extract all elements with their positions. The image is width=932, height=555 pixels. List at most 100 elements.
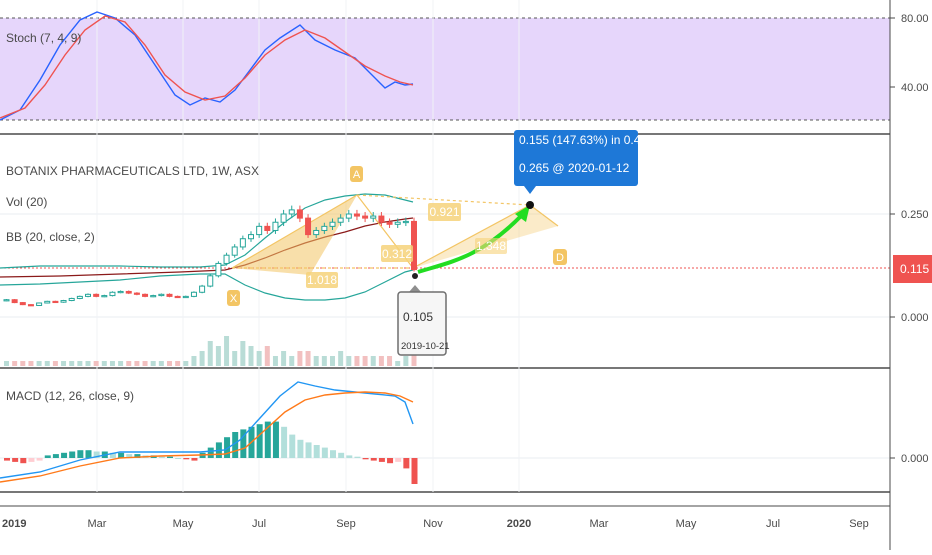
candle-body xyxy=(353,213,360,217)
stoch-legend: Stoch (7, 4, 9) xyxy=(6,31,81,45)
candle-body xyxy=(362,215,369,219)
stoch-axis-40: 40.00 xyxy=(901,82,929,94)
pattern-point-a: A xyxy=(350,166,363,182)
candle-body xyxy=(402,220,409,224)
volume-bar xyxy=(248,346,254,366)
pattern-point-d-label: D xyxy=(556,252,564,264)
macd-hist-bar xyxy=(191,458,198,461)
volume-bar xyxy=(256,351,262,366)
volume-bar xyxy=(330,356,335,366)
bb-legend: BB (20, close, 2) xyxy=(6,230,95,244)
candle-body xyxy=(117,290,124,294)
volume-bar xyxy=(77,361,83,366)
macd-hist-bar xyxy=(387,458,394,464)
volume-bar xyxy=(297,351,303,366)
candle-body xyxy=(158,293,165,297)
macd-hist-bar xyxy=(4,458,10,461)
candle-body xyxy=(305,217,312,236)
volume-bar xyxy=(134,361,140,366)
macd-hist-bar xyxy=(183,458,190,460)
macd-hist-bar xyxy=(44,455,51,458)
volume-bar xyxy=(158,361,164,366)
macd-hist-bar xyxy=(346,455,353,458)
ratio-bd-label: 1.348 xyxy=(476,239,506,253)
volume-bar xyxy=(199,351,205,366)
macd-hist-bar xyxy=(297,439,304,458)
candle-body xyxy=(223,254,230,264)
macd-hist-bar xyxy=(403,458,410,469)
volume-bar xyxy=(313,356,319,366)
volume-bar xyxy=(28,361,34,366)
macd-hist-bar xyxy=(20,458,27,464)
stoch-axis-80: 80.00 xyxy=(901,13,929,25)
volume-bar xyxy=(44,361,50,366)
target-callout-box xyxy=(514,130,638,186)
target-callout-line2: 0.265 @ 2020-01-12 xyxy=(519,161,630,175)
stoch-band-fill xyxy=(0,18,890,120)
macd-hist-bar xyxy=(305,442,312,458)
stoch-k-line xyxy=(0,11,414,121)
time-tick-jul-2019: Jul xyxy=(252,518,266,530)
low-callout-box xyxy=(397,291,447,356)
candle-body xyxy=(11,299,18,304)
candle-body xyxy=(125,290,132,294)
macd-hist-bar xyxy=(224,437,231,458)
candle-body xyxy=(19,302,26,306)
time-axis: 2019 Mar May Jul Sep Nov 2020 Mar May Ju… xyxy=(2,518,869,530)
macd-hist-bar xyxy=(126,454,133,458)
ratio-bd-bg xyxy=(475,238,507,254)
candle-body xyxy=(93,293,100,297)
candle-body xyxy=(394,221,401,225)
macd-hist-bar xyxy=(256,424,263,458)
pattern-line-ac xyxy=(356,194,531,206)
target-callout-pointer xyxy=(524,186,536,194)
symbol-legend: BOTANIX PHARMACEUTICALS LTD, 1W, ASX xyxy=(6,164,259,178)
ratio-xb-bg xyxy=(306,272,338,288)
pattern-point-a-label: A xyxy=(353,169,361,181)
volume-bar xyxy=(69,361,75,366)
macd-hist-bar xyxy=(321,447,328,458)
candle-body xyxy=(321,225,328,231)
candle-body xyxy=(239,238,246,248)
macd-signal-line xyxy=(0,391,414,483)
macd-hist-bar xyxy=(289,434,296,458)
time-tick-sep-2019: Sep xyxy=(336,518,356,530)
macd-hist-bar xyxy=(330,450,336,458)
low-callout-price: 0.105 xyxy=(403,310,433,324)
macd-hist-bar xyxy=(338,452,345,458)
ratio-ac-label: 0.921 xyxy=(429,205,459,219)
volume-bar xyxy=(305,351,311,366)
macd-hist-bar xyxy=(36,458,43,461)
pattern-point-d: D xyxy=(553,249,567,265)
candle-body xyxy=(337,217,344,223)
candle-body xyxy=(142,293,149,297)
bb-upper-band xyxy=(0,193,414,269)
volume-legend: Vol (20) xyxy=(6,195,47,209)
time-tick-2019: 2019 xyxy=(2,518,26,530)
time-tick-2020: 2020 xyxy=(507,518,531,530)
pattern-line-xa xyxy=(231,194,358,269)
projection-arrow xyxy=(417,213,524,274)
macd-hist-bar xyxy=(134,454,141,458)
candle-body xyxy=(231,246,238,256)
volume-bar xyxy=(52,361,58,366)
price-axis-0250: 0.250 xyxy=(901,209,929,221)
volume-bar xyxy=(411,346,417,366)
candle-body xyxy=(370,215,377,219)
candle-body xyxy=(199,285,206,293)
macd-hist-bar xyxy=(167,456,173,458)
pattern-point-a-bg xyxy=(350,166,363,182)
volume-bar xyxy=(272,356,278,366)
candle-body xyxy=(248,234,254,240)
candle-body xyxy=(3,299,10,302)
volume-bar xyxy=(61,361,67,366)
candle-body xyxy=(36,302,43,306)
low-callout-pointer xyxy=(409,285,421,292)
macd-hist-bar xyxy=(378,458,385,462)
time-tick-mar-2019: Mar xyxy=(88,518,107,530)
macd-hist-bar xyxy=(264,421,271,458)
volume-bar xyxy=(118,361,124,366)
volume-bar xyxy=(321,356,327,366)
volume-bar xyxy=(289,356,295,366)
